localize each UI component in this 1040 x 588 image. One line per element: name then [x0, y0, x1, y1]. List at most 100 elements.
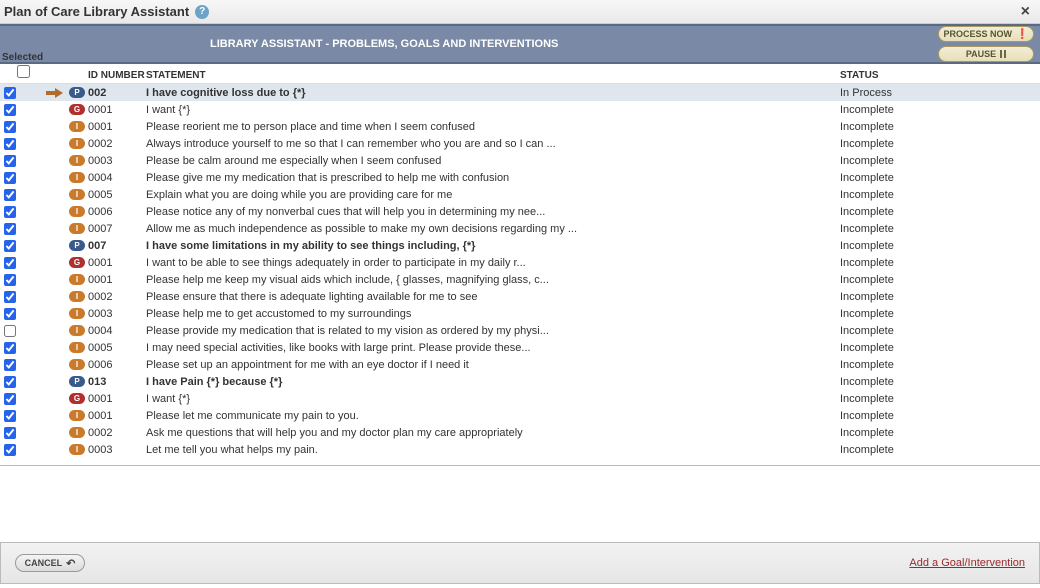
row-id: 013: [88, 376, 146, 388]
row-checkbox[interactable]: [4, 359, 16, 371]
row-statement: I have cognitive loss due to {*}: [146, 87, 840, 99]
type-badge-I-icon: I: [69, 410, 85, 421]
row-checkbox[interactable]: [4, 342, 16, 354]
table-row[interactable]: I0001Please help me keep my visual aids …: [0, 271, 1040, 288]
row-status: Incomplete: [840, 257, 1040, 269]
row-status: Incomplete: [840, 410, 1040, 422]
row-checkbox-cell: [0, 444, 44, 456]
table-row[interactable]: G0001I want {*}Incomplete: [0, 390, 1040, 407]
row-checkbox[interactable]: [4, 223, 16, 235]
row-status: Incomplete: [840, 206, 1040, 218]
header-status[interactable]: STATUS: [840, 70, 1040, 81]
row-checkbox[interactable]: [4, 376, 16, 388]
row-badge-cell: I: [66, 189, 88, 200]
undo-icon: ↶: [66, 557, 75, 570]
close-icon[interactable]: ×: [1017, 4, 1034, 20]
row-checkbox[interactable]: [4, 444, 16, 456]
header-id[interactable]: ID NUMBER: [88, 70, 146, 81]
table-row[interactable]: P002I have cognitive loss due to {*}In P…: [0, 84, 1040, 101]
table-row[interactable]: I0003Please help me to get accustomed to…: [0, 305, 1040, 322]
row-badge-cell: P: [66, 87, 88, 98]
table-row[interactable]: G0001I want {*}Incomplete: [0, 101, 1040, 118]
table-row[interactable]: I0006Please notice any of my nonverbal c…: [0, 203, 1040, 220]
help-icon[interactable]: ?: [195, 5, 209, 19]
row-checkbox[interactable]: [4, 87, 16, 99]
type-badge-P-icon: P: [69, 240, 85, 251]
type-badge-I-icon: I: [69, 359, 85, 370]
row-statement: Please reorient me to person place and t…: [146, 121, 840, 133]
grid-body[interactable]: P002I have cognitive loss due to {*}In P…: [0, 84, 1040, 466]
row-checkbox[interactable]: [4, 427, 16, 439]
table-row[interactable]: I0002Always introduce yourself to me so …: [0, 135, 1040, 152]
row-checkbox[interactable]: [4, 189, 16, 201]
row-checkbox-cell: [0, 359, 44, 371]
table-row[interactable]: I0004Please give me my medication that i…: [0, 169, 1040, 186]
row-checkbox[interactable]: [4, 274, 16, 286]
type-badge-I-icon: I: [69, 291, 85, 302]
type-badge-I-icon: I: [69, 155, 85, 166]
row-checkbox[interactable]: [4, 206, 16, 218]
type-badge-I-icon: I: [69, 206, 85, 217]
row-id: 0003: [88, 155, 146, 167]
select-all-checkbox[interactable]: [6, 65, 41, 78]
row-statement: Please help me to get accustomed to my s…: [146, 308, 840, 320]
cancel-label: CANCEL: [25, 558, 63, 568]
table-row[interactable]: I0004Please provide my medication that i…: [0, 322, 1040, 339]
pause-button[interactable]: PAUSE: [938, 46, 1034, 62]
table-row[interactable]: I0003Let me tell you what helps my pain.…: [0, 441, 1040, 458]
header-statement[interactable]: STATEMENT: [146, 70, 840, 81]
table-row[interactable]: P007I have some limitations in my abilit…: [0, 237, 1040, 254]
table-row[interactable]: I0002Please ensure that there is adequat…: [0, 288, 1040, 305]
row-checkbox[interactable]: [4, 308, 16, 320]
row-checkbox[interactable]: [4, 172, 16, 184]
row-checkbox-cell: [0, 155, 44, 167]
type-badge-P-icon: P: [69, 376, 85, 387]
table-row[interactable]: I0003Please be calm around me especially…: [0, 152, 1040, 169]
row-checkbox[interactable]: [4, 410, 16, 422]
row-badge-cell: P: [66, 376, 88, 387]
table-row[interactable]: I0007Allow me as much independence as po…: [0, 220, 1040, 237]
cancel-button[interactable]: CANCEL ↶: [15, 554, 85, 572]
row-checkbox[interactable]: [4, 104, 16, 116]
row-status: Incomplete: [840, 308, 1040, 320]
row-checkbox-cell: [0, 410, 44, 422]
row-statement: Please be calm around me especially when…: [146, 155, 840, 167]
row-checkbox[interactable]: [4, 257, 16, 269]
row-badge-cell: I: [66, 206, 88, 217]
row-checkbox-cell: [0, 206, 44, 218]
row-checkbox-cell: [0, 223, 44, 235]
table-row[interactable]: I0002Ask me questions that will help you…: [0, 424, 1040, 441]
row-checkbox-cell: [0, 104, 44, 116]
row-checkbox[interactable]: [4, 155, 16, 167]
row-id: 0001: [88, 393, 146, 405]
row-checkbox[interactable]: [4, 393, 16, 405]
table-row[interactable]: I0001Please let me communicate my pain t…: [0, 407, 1040, 424]
type-badge-I-icon: I: [69, 325, 85, 336]
row-status: Incomplete: [840, 223, 1040, 235]
row-checkbox[interactable]: [4, 121, 16, 133]
table-row[interactable]: I0005Explain what you are doing while yo…: [0, 186, 1040, 203]
row-id: 0003: [88, 444, 146, 456]
row-badge-cell: I: [66, 223, 88, 234]
table-row[interactable]: G0001I want to be able to see things ade…: [0, 254, 1040, 271]
row-statement: I have Pain {*} because {*}: [146, 376, 840, 388]
add-goal-intervention-link[interactable]: Add a Goal/Intervention: [909, 557, 1025, 569]
footer: CANCEL ↶ Add a Goal/Intervention: [0, 542, 1040, 584]
type-badge-I-icon: I: [69, 121, 85, 132]
row-checkbox[interactable]: [4, 291, 16, 303]
type-badge-G-icon: G: [69, 104, 85, 115]
row-id: 0002: [88, 427, 146, 439]
row-checkbox[interactable]: [4, 240, 16, 252]
row-checkbox[interactable]: [4, 138, 16, 150]
table-row[interactable]: P013I have Pain {*} because {*}Incomplet…: [0, 373, 1040, 390]
row-id: 0004: [88, 325, 146, 337]
exclaim-icon: ❗: [1016, 29, 1028, 40]
table-row[interactable]: I0001Please reorient me to person place …: [0, 118, 1040, 135]
process-now-button[interactable]: PROCESS NOW ❗: [938, 26, 1034, 42]
row-checkbox[interactable]: [4, 325, 16, 337]
row-statement: Please give me my medication that is pre…: [146, 172, 840, 184]
table-row[interactable]: I0006Please set up an appointment for me…: [0, 356, 1040, 373]
window: Plan of Care Library Assistant ? × LIBRA…: [0, 0, 1040, 588]
row-statement: Always introduce yourself to me so that …: [146, 138, 840, 150]
table-row[interactable]: I0005I may need special activities, like…: [0, 339, 1040, 356]
